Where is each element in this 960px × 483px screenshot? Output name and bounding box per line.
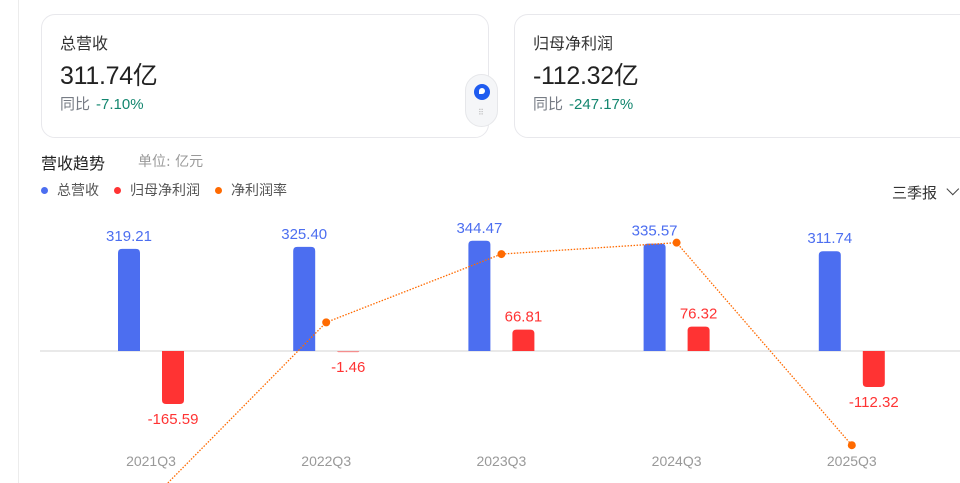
labels-layer: 319.21 -165.59 2021Q3 325.40 -1.46 2022Q3 344.… — [106, 220, 899, 469]
revenue-value-label: 325.40 — [281, 226, 327, 243]
bars-layer — [118, 240, 885, 404]
assistant-logo-icon[interactable] — [474, 84, 490, 100]
yoy-label: 同比 — [60, 95, 91, 113]
net-profit-value-label: -165.59 — [148, 411, 199, 428]
net-profit-value-label: -1.46 — [331, 359, 365, 376]
net-profit-bar[interactable] — [687, 326, 710, 351]
legend-dot-icon — [114, 186, 121, 194]
net-margin-line — [166, 242, 853, 483]
revenue-bar[interactable] — [293, 246, 316, 351]
yoy-value: -247.17% — [569, 96, 634, 113]
net-profit-value-label: 66.81 — [505, 309, 543, 326]
x-axis-label: 2024Q3 — [652, 453, 702, 469]
net-profit-bar[interactable] — [862, 351, 885, 387]
legend-label: 归母净利润 — [130, 183, 200, 199]
net-profit-value-label: 76.32 — [680, 306, 718, 323]
net-profit-card-yoy: 同比 -247.17% — [533, 94, 955, 115]
net-margin-point[interactable] — [322, 318, 331, 327]
x-axis-label: 2022Q3 — [301, 453, 351, 469]
revenue-card-value: 311.74亿 — [60, 62, 158, 90]
legend-dot-icon — [41, 186, 48, 194]
revenue-card-label: 总营收 — [60, 34, 109, 53]
net-profit-bar[interactable] — [512, 329, 535, 351]
net-margin-point[interactable] — [847, 441, 856, 450]
floating-assistant-widget[interactable]: ⠿ — [465, 74, 498, 127]
left-divider — [18, 0, 19, 483]
revenue-value-label: 335.57 — [632, 223, 678, 240]
net-profit-card[interactable]: 归母净利润 -112.32亿 同比 -247.17% — [514, 14, 960, 138]
revenue-value-label: 344.47 — [456, 220, 502, 237]
net-profit-card-label: 归母净利润 — [533, 34, 614, 53]
x-axis-label: 2023Q3 — [476, 453, 526, 469]
net-profit-value-label: -112.32 — [849, 394, 899, 411]
period-select-value: 三季报 — [891, 184, 937, 202]
period-select-dropdown[interactable]: 三季报 — [891, 182, 960, 203]
yoy-value: -7.10% — [96, 96, 144, 113]
legend-item-net-profit[interactable]: 归母净利润 — [114, 180, 200, 200]
legend-label: 总营收 — [57, 183, 99, 199]
revenue-card[interactable]: 总营收 311.74亿 同比 -7.10% — [41, 14, 489, 138]
revenue-bar[interactable] — [643, 243, 666, 351]
section-title: 营收趋势 — [41, 154, 106, 173]
legend-item-net-margin[interactable]: 净利润率 — [215, 180, 287, 200]
revenue-value-label: 319.21 — [106, 228, 152, 245]
chart-legend: 总营收 归母净利润 净利润率 — [41, 180, 302, 200]
revenue-value-label: 311.74 — [807, 230, 852, 247]
x-axis-label: 2025Q3 — [827, 453, 877, 469]
x-axis-label: 2021Q3 — [126, 453, 176, 469]
legend-label: 净利润率 — [231, 183, 287, 199]
net-profit-card-value: -112.32亿 — [533, 62, 639, 90]
net-profit-bar[interactable] — [162, 351, 184, 404]
revenue-card-yoy: 同比 -7.10% — [60, 94, 470, 115]
net-profit-bar[interactable] — [337, 351, 360, 353]
margin-line-layer — [166, 238, 856, 483]
yoy-label: 同比 — [533, 95, 564, 113]
net-margin-point[interactable] — [497, 250, 506, 259]
revenue-bar[interactable] — [818, 251, 841, 351]
revenue-bar[interactable] — [468, 240, 491, 351]
net-margin-point[interactable] — [672, 238, 681, 247]
legend-dot-icon — [215, 186, 222, 194]
legend-item-revenue[interactable]: 总营收 — [41, 180, 99, 200]
drag-handle-icon[interactable]: ⠿ — [478, 108, 485, 117]
revenue-bar[interactable] — [118, 248, 140, 351]
section-unit: 单位: 亿元 — [138, 154, 204, 170]
